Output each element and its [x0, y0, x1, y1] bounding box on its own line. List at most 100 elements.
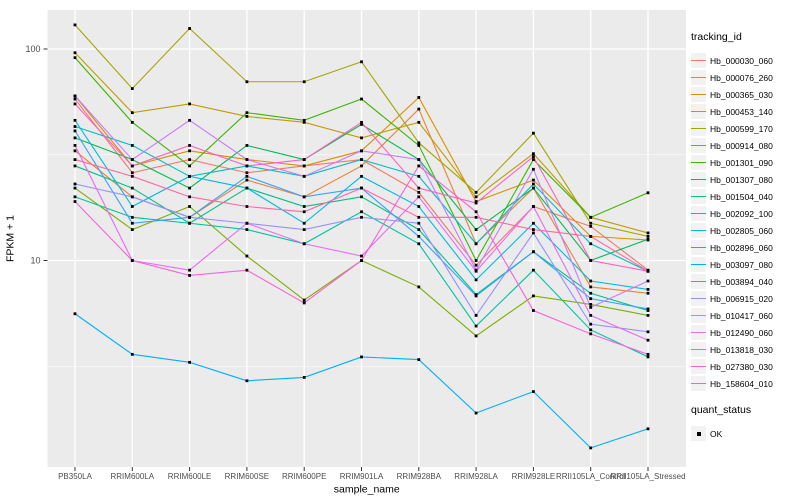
- data-point: [589, 221, 593, 225]
- legend-item-label: Hb_000365_030: [710, 89, 773, 100]
- data-point: [360, 123, 363, 126]
- data-point: [646, 355, 650, 359]
- data-point: [417, 190, 421, 194]
- data-point: [417, 195, 421, 199]
- legend-line-swatch: [691, 70, 706, 85]
- data-point: [188, 195, 191, 199]
- data-point: [589, 306, 593, 309]
- data-point: [532, 221, 535, 225]
- data-point: [417, 164, 421, 168]
- data-point: [188, 360, 191, 364]
- legend-title-quant-status: quant_status: [691, 404, 752, 416]
- data-point: [73, 94, 77, 98]
- x-tick-label: RRII105LA_Stressed: [610, 472, 685, 481]
- data-point: [474, 334, 478, 338]
- legend-item: Hb_001301_090: [691, 154, 799, 171]
- data-point: [532, 390, 535, 393]
- data-point: [245, 80, 249, 84]
- legend-item: Hb_003097_080: [691, 256, 799, 273]
- legend-item-label: Hb_000599_170: [710, 123, 773, 134]
- legend-line-swatch: [691, 257, 706, 272]
- data-point: [532, 167, 535, 171]
- legend-item-label: Hb_001504_040: [710, 191, 773, 202]
- data-point: [130, 144, 134, 147]
- data-point: [474, 190, 478, 194]
- data-point: [589, 259, 593, 262]
- legend-item: Hb_000453_140: [691, 103, 799, 120]
- data-point: [130, 87, 134, 90]
- data-point: [245, 205, 249, 208]
- data-point: [532, 131, 535, 135]
- data-point: [302, 80, 306, 84]
- data-point: [73, 97, 77, 101]
- y-tick-label: 100: [25, 44, 40, 54]
- data-point: [417, 215, 421, 219]
- data-point: [245, 111, 249, 115]
- data-point: [302, 205, 306, 208]
- data-point: [360, 120, 363, 124]
- x-axis-title: sample_name: [334, 484, 400, 496]
- x-tick-label: RRII105LA_Control: [556, 472, 626, 481]
- data-point: [589, 332, 593, 336]
- legend-line-swatch: [691, 291, 706, 306]
- data-point: [130, 205, 134, 208]
- legend-tracking-items: Hb_000030_060 Hb_000076_260 Hb_000365_030 H…: [691, 52, 799, 392]
- data-point: [73, 144, 77, 147]
- data-point: [360, 97, 363, 101]
- data-point: [130, 186, 134, 190]
- data-point: [73, 195, 77, 199]
- data-point: [73, 23, 77, 27]
- data-point: [646, 427, 650, 431]
- legend-item: Hb_000365_030: [691, 86, 799, 103]
- data-point: [130, 352, 134, 356]
- data-point: [589, 224, 593, 228]
- legend-line-swatch: [691, 342, 706, 357]
- data-point: [302, 164, 306, 168]
- legend-line-swatch: [691, 172, 706, 187]
- x-tick-label: RRIM928BA: [397, 472, 442, 481]
- data-point: [589, 285, 593, 289]
- data-point: [646, 330, 650, 334]
- data-point: [73, 51, 77, 55]
- data-point: [589, 242, 593, 246]
- data-point: [245, 158, 249, 161]
- legend-item-label: Hb_158604_010: [710, 378, 773, 389]
- legend-line-swatch: [691, 121, 706, 136]
- data-point: [130, 120, 134, 124]
- data-point: [188, 274, 191, 277]
- data-point: [589, 291, 593, 295]
- data-point: [188, 144, 191, 147]
- data-point: [360, 195, 363, 199]
- legend-line-swatch: [691, 138, 706, 153]
- data-point: [302, 298, 306, 302]
- legend-line-swatch: [691, 206, 706, 221]
- x-tick-label: RRIM928LE: [512, 472, 556, 481]
- data-point: [417, 141, 421, 145]
- data-point: [474, 314, 478, 317]
- data-point: [360, 136, 363, 140]
- data-point: [130, 164, 134, 168]
- data-point: [646, 269, 650, 273]
- data-point: [130, 111, 134, 115]
- legend-line-swatch: [691, 223, 706, 238]
- legend-item: Hb_002805_060: [691, 222, 799, 239]
- legend-item-label: Hb_002805_060: [710, 225, 773, 236]
- data-point: [302, 195, 306, 199]
- legend-item-label: Hb_002896_060: [710, 242, 773, 253]
- legend-item: Hb_001504_040: [691, 188, 799, 205]
- data-point: [474, 278, 478, 282]
- data-point: [302, 242, 306, 246]
- legend-line-swatch: [691, 376, 706, 391]
- legend-line-swatch: [691, 274, 706, 289]
- legend-item-label: Hb_002092_100: [710, 208, 773, 219]
- legend-item-label: Hb_000076_260: [710, 72, 773, 83]
- x-tick-label: PB350LA: [58, 472, 92, 481]
- data-point: [360, 164, 363, 168]
- legend-item: Hb_002896_060: [691, 239, 799, 256]
- data-point: [417, 120, 421, 124]
- data-point: [73, 136, 77, 140]
- data-point: [532, 268, 535, 272]
- data-point: [417, 96, 421, 99]
- data-point: [646, 288, 650, 291]
